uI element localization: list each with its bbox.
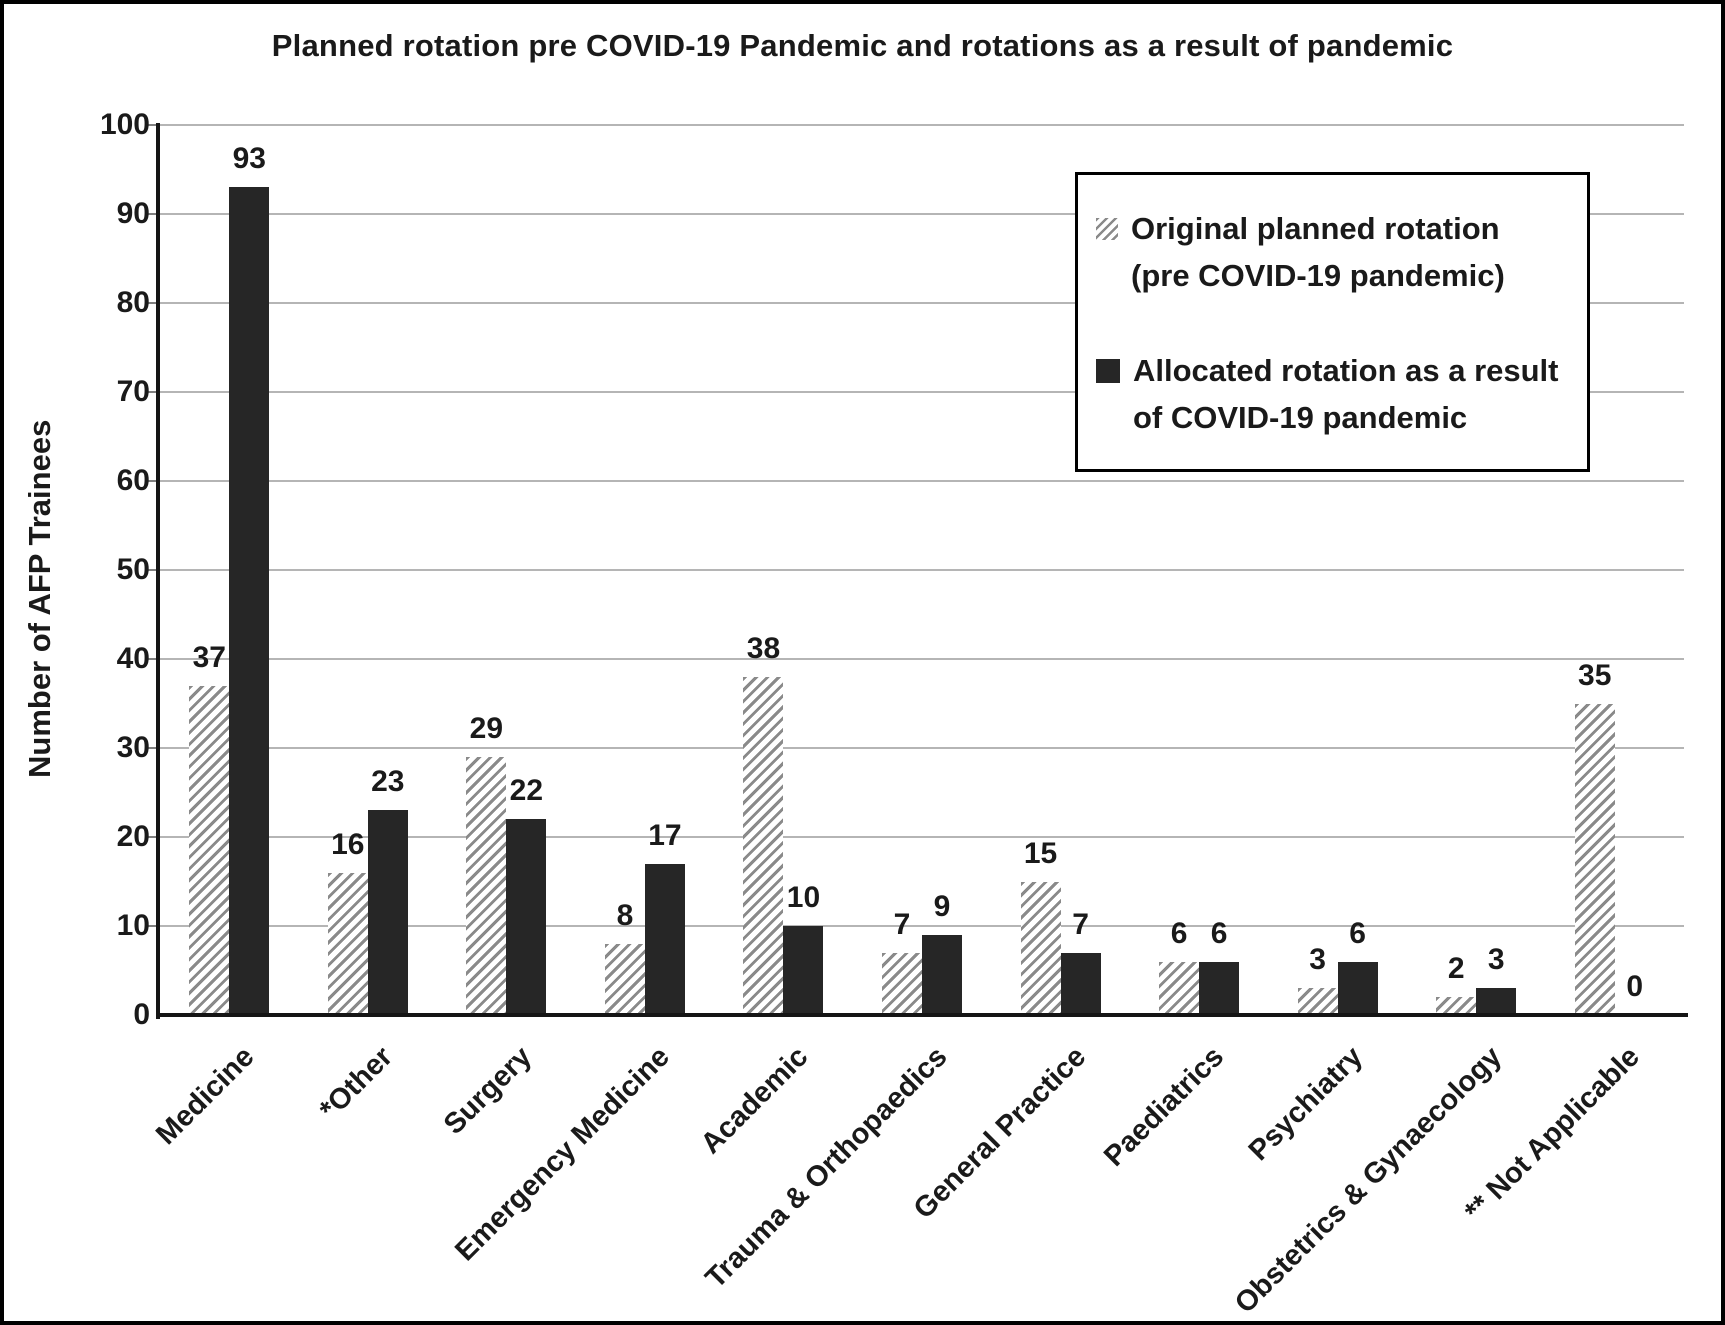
gridline xyxy=(160,747,1684,749)
bar-allocated-2 xyxy=(367,810,408,1015)
bar-allocated-9 xyxy=(1337,961,1378,1015)
bar-planned-1 xyxy=(189,685,230,1015)
data-label-allocated: 0 xyxy=(1626,970,1644,1003)
bar-planned-3 xyxy=(466,756,507,1015)
x-axis-label: *Other xyxy=(313,1040,400,1127)
legend-item-allocated: Allocated rotation as a result of COVID-… xyxy=(1096,347,1573,441)
legend-planned-line2: (pre COVID-19 pandemic) xyxy=(1131,258,1505,293)
data-label-planned: 38 xyxy=(746,631,781,665)
bar-planned-11 xyxy=(1574,703,1615,1015)
data-label-allocated: 93 xyxy=(232,142,266,176)
data-label-allocated: 17 xyxy=(648,818,682,852)
data-label-planned: 16 xyxy=(331,827,365,861)
data-label-planned: 29 xyxy=(469,711,504,745)
chart-title: Planned rotation pre COVID-19 Pandemic a… xyxy=(271,28,1454,63)
gridline xyxy=(160,658,1684,660)
bar-planned-8 xyxy=(1159,961,1200,1015)
x-axis-label: Surgery xyxy=(437,1040,538,1141)
y-tick-mark xyxy=(148,925,158,927)
y-tick-mark xyxy=(148,302,158,304)
bar-allocated-5 xyxy=(783,926,824,1015)
solid-swatch-icon xyxy=(1096,359,1120,383)
data-label-allocated: 9 xyxy=(933,889,951,923)
y-tick-mark xyxy=(148,391,158,393)
bar-planned-4 xyxy=(604,943,645,1015)
gridline xyxy=(160,569,1684,571)
data-label-allocated: 6 xyxy=(1210,916,1228,950)
bar-allocated-7 xyxy=(1060,952,1101,1015)
gridline xyxy=(160,124,1684,126)
gridline xyxy=(160,925,1684,927)
data-label-allocated: 7 xyxy=(1072,907,1089,941)
y-tick-mark xyxy=(148,836,158,838)
bar-planned-7 xyxy=(1020,881,1061,1015)
y-tick-label: 0 xyxy=(133,998,150,1031)
y-tick-label: 60 xyxy=(116,464,150,497)
x-axis-label: Trauma & Orthopaedics xyxy=(699,1040,954,1295)
data-label-planned: 6 xyxy=(1170,916,1188,950)
legend-label-planned: Original planned rotation (pre COVID-19 … xyxy=(1131,205,1505,299)
x-axis-label: Medicine xyxy=(150,1040,261,1152)
data-label-planned: 37 xyxy=(192,640,226,674)
legend-allocated-line2: of COVID-19 pandemic xyxy=(1133,400,1468,435)
x-axis-line xyxy=(156,1013,1688,1017)
y-tick-mark xyxy=(148,124,158,126)
y-tick-mark xyxy=(148,658,158,660)
x-axis-label: Academic xyxy=(695,1040,815,1161)
y-tick-label: 10 xyxy=(116,909,150,942)
y-tick-label: 40 xyxy=(116,642,150,675)
data-label-planned: 8 xyxy=(616,898,634,932)
bar-planned-6 xyxy=(882,952,922,1015)
bar-allocated-3 xyxy=(506,819,547,1015)
bar-allocated-4 xyxy=(644,863,685,1015)
data-label-planned: 2 xyxy=(1447,952,1465,986)
gridline xyxy=(160,391,1684,393)
y-tick-label: 50 xyxy=(116,553,150,586)
y-tick-label: 70 xyxy=(116,375,150,408)
y-axis-line xyxy=(156,123,160,1019)
data-label-allocated: 6 xyxy=(1349,916,1366,950)
bar-allocated-6 xyxy=(922,934,962,1015)
bar-allocated-10 xyxy=(1476,988,1517,1015)
bar-planned-10 xyxy=(1436,997,1477,1015)
gridline xyxy=(160,302,1684,304)
bar-allocated-1 xyxy=(229,187,270,1015)
bar-planned-5 xyxy=(743,676,784,1015)
y-tick-label: 30 xyxy=(116,731,150,764)
data-label-planned: 3 xyxy=(1309,943,1326,977)
y-tick-mark xyxy=(148,747,158,749)
y-tick-mark xyxy=(148,213,158,215)
y-tick-mark xyxy=(148,480,158,482)
data-label-allocated: 3 xyxy=(1487,943,1505,977)
bar-planned-2 xyxy=(327,872,368,1015)
y-tick-label: 90 xyxy=(116,197,150,230)
gridline xyxy=(160,213,1684,215)
bar-allocated-8 xyxy=(1199,961,1240,1015)
hatched-swatch-icon xyxy=(1096,218,1118,240)
data-label-planned: 7 xyxy=(893,907,911,941)
y-tick-mark xyxy=(148,569,158,571)
legend-planned-line1: Original planned rotation xyxy=(1131,211,1500,246)
legend: Original planned rotation (pre COVID-19 … xyxy=(1075,172,1590,472)
y-tick-label: 80 xyxy=(116,286,150,319)
gridline xyxy=(160,480,1684,482)
data-label-allocated: 10 xyxy=(786,881,821,914)
y-tick-label: 20 xyxy=(116,820,150,853)
bar-planned-9 xyxy=(1297,988,1338,1015)
data-label-allocated: 23 xyxy=(371,765,405,799)
data-label-planned: 15 xyxy=(1023,836,1058,870)
legend-allocated-line1: Allocated rotation as a result xyxy=(1133,353,1559,388)
data-label-allocated: 22 xyxy=(509,774,544,808)
gridline xyxy=(160,836,1684,838)
x-axis-label: Paediatrics xyxy=(1098,1040,1231,1173)
x-axis-label: Obstetrics & Gynaecology xyxy=(1228,1040,1508,1320)
x-axis-label: Psychiatry xyxy=(1242,1040,1369,1168)
legend-label-allocated: Allocated rotation as a result of COVID-… xyxy=(1133,347,1559,441)
data-label-planned: 35 xyxy=(1578,658,1612,692)
y-tick-label: 100 xyxy=(99,108,150,141)
legend-item-planned: Original planned rotation (pre COVID-19 … xyxy=(1096,205,1573,299)
